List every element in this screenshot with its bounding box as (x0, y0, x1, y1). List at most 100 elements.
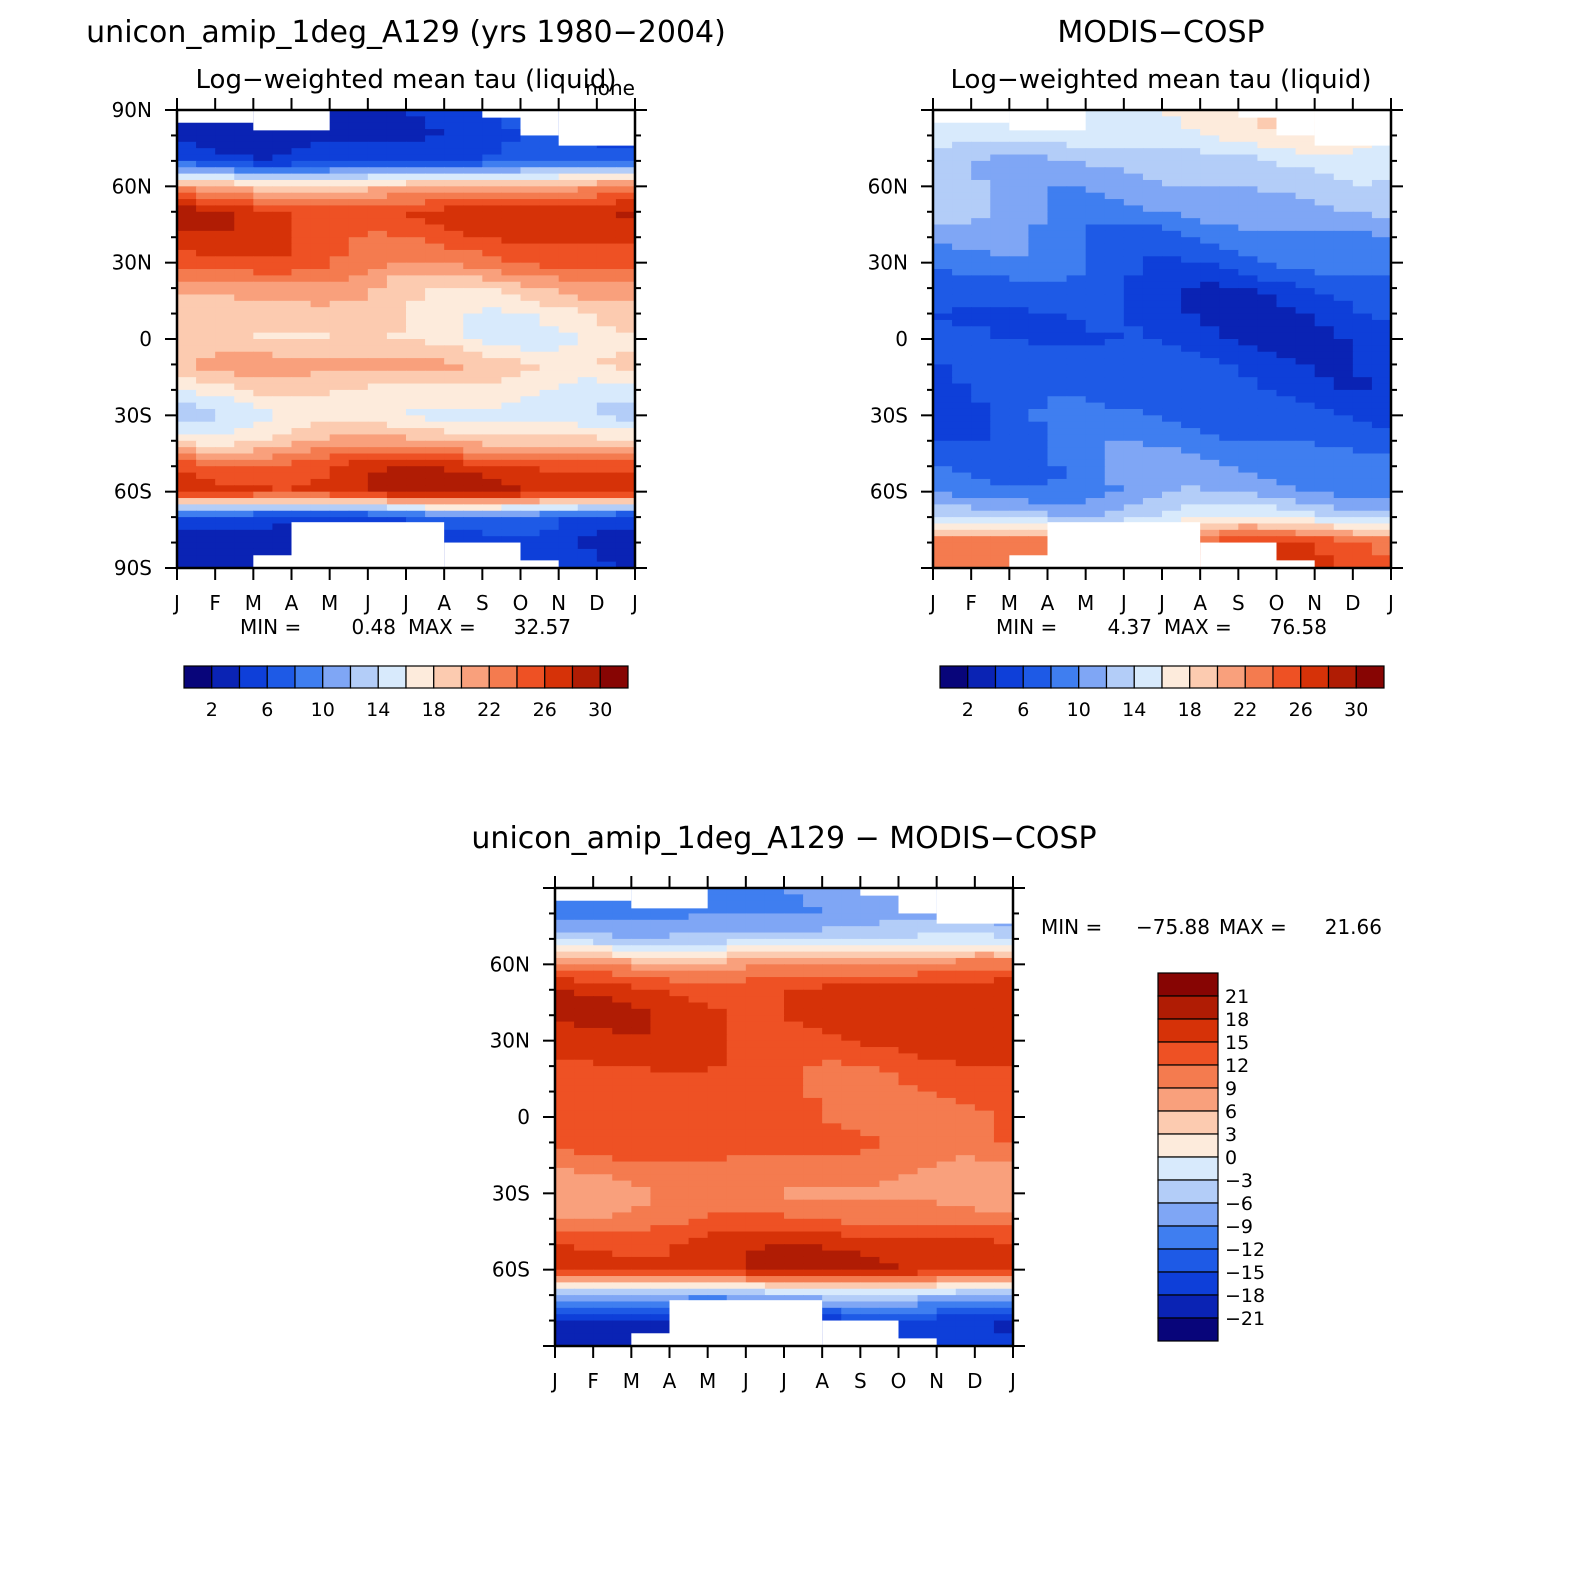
field-cell (1352, 536, 1373, 544)
field-cell (425, 110, 445, 117)
field-cell (501, 485, 522, 493)
field-cell (1257, 453, 1278, 461)
field-cell (348, 192, 369, 200)
field-cell (841, 1142, 861, 1150)
field-cell (933, 148, 953, 156)
field-cell (1238, 135, 1259, 143)
field-cell (803, 1155, 823, 1163)
field-cell (196, 402, 216, 410)
field-cell (1371, 288, 1391, 296)
field-cell (234, 434, 254, 442)
field-cell (612, 1008, 632, 1016)
field-cell (215, 523, 235, 531)
field-cell (936, 1008, 957, 1016)
field-cell (555, 957, 575, 965)
field-cell (917, 1078, 938, 1086)
field-cell (444, 389, 464, 397)
field-cell (879, 964, 900, 972)
field-cell (367, 440, 388, 448)
field-cell (520, 243, 541, 251)
field-cell (784, 989, 804, 997)
field-cell (1028, 288, 1049, 296)
field-cell (1200, 510, 1220, 518)
field-cell (329, 319, 350, 327)
field-cell (291, 275, 312, 283)
field-cell (520, 275, 541, 283)
field-cell (555, 1104, 575, 1112)
field-cell (971, 319, 991, 327)
field-cell (955, 1136, 976, 1144)
field-cell (555, 1117, 575, 1124)
field-cell (463, 383, 483, 391)
field-cell (1219, 262, 1239, 270)
field-cell (860, 996, 881, 1004)
field-cell (501, 447, 522, 455)
field-cell (933, 326, 953, 334)
field-cell (272, 269, 293, 276)
field-cell (879, 907, 900, 915)
field-cell (215, 262, 235, 270)
field-cell (1104, 339, 1125, 346)
field-cell (482, 243, 503, 251)
field-cell (234, 148, 254, 156)
field-cell (1047, 408, 1068, 416)
field-cell (650, 1174, 671, 1182)
field-cell (1371, 269, 1391, 276)
field-cell (444, 472, 464, 480)
field-cell (1314, 555, 1335, 563)
field-cell (726, 894, 747, 902)
field-cell (1104, 459, 1125, 467)
field-cell (612, 907, 632, 915)
field-cell (463, 256, 483, 264)
field-cell (1257, 148, 1278, 156)
field-cell (577, 269, 598, 276)
field-cell (501, 389, 522, 397)
field-cell (615, 542, 635, 550)
field-cell (577, 300, 598, 308)
field-cell (615, 548, 635, 556)
field-cell (444, 211, 464, 219)
field-cell (1009, 529, 1030, 537)
field-cell (215, 269, 235, 276)
field-cell (1142, 498, 1163, 505)
field-cell (1028, 224, 1049, 232)
field-cell (539, 364, 560, 372)
field-cell (1142, 307, 1163, 315)
field-cell (1123, 224, 1144, 232)
field-cell (558, 542, 579, 550)
field-cell (784, 1053, 804, 1061)
field-cell (650, 1034, 671, 1042)
field-cell (596, 440, 617, 448)
field-cell (1123, 485, 1144, 493)
field-cell (196, 135, 216, 143)
panel-model-max-label: MAX = (408, 615, 476, 639)
field-cell (348, 230, 369, 238)
field-cell (1028, 517, 1049, 525)
field-cell (291, 300, 312, 308)
field-cell (1295, 288, 1316, 296)
field-cell (971, 536, 991, 544)
field-cell (558, 218, 579, 226)
field-cell (593, 970, 613, 978)
field-cell (253, 408, 274, 416)
field-cell (803, 989, 823, 997)
field-cell (1276, 326, 1297, 334)
field-cell (955, 1040, 976, 1048)
field-cell (444, 135, 464, 143)
field-cell (1066, 224, 1087, 232)
field-cell (177, 339, 197, 346)
field-cell (555, 1148, 575, 1156)
field-cell (898, 1199, 919, 1207)
field-cell (1181, 300, 1201, 308)
field-cell (1104, 237, 1125, 245)
field-cell (631, 1015, 652, 1023)
field-cell (234, 345, 254, 353)
field-cell (1314, 262, 1335, 270)
field-cell (688, 1167, 709, 1175)
field-cell (425, 269, 445, 276)
field-cell (1352, 504, 1373, 512)
field-cell (425, 218, 445, 226)
field-cell (574, 1212, 594, 1220)
field-cell (558, 402, 579, 410)
field-cell (406, 135, 426, 143)
